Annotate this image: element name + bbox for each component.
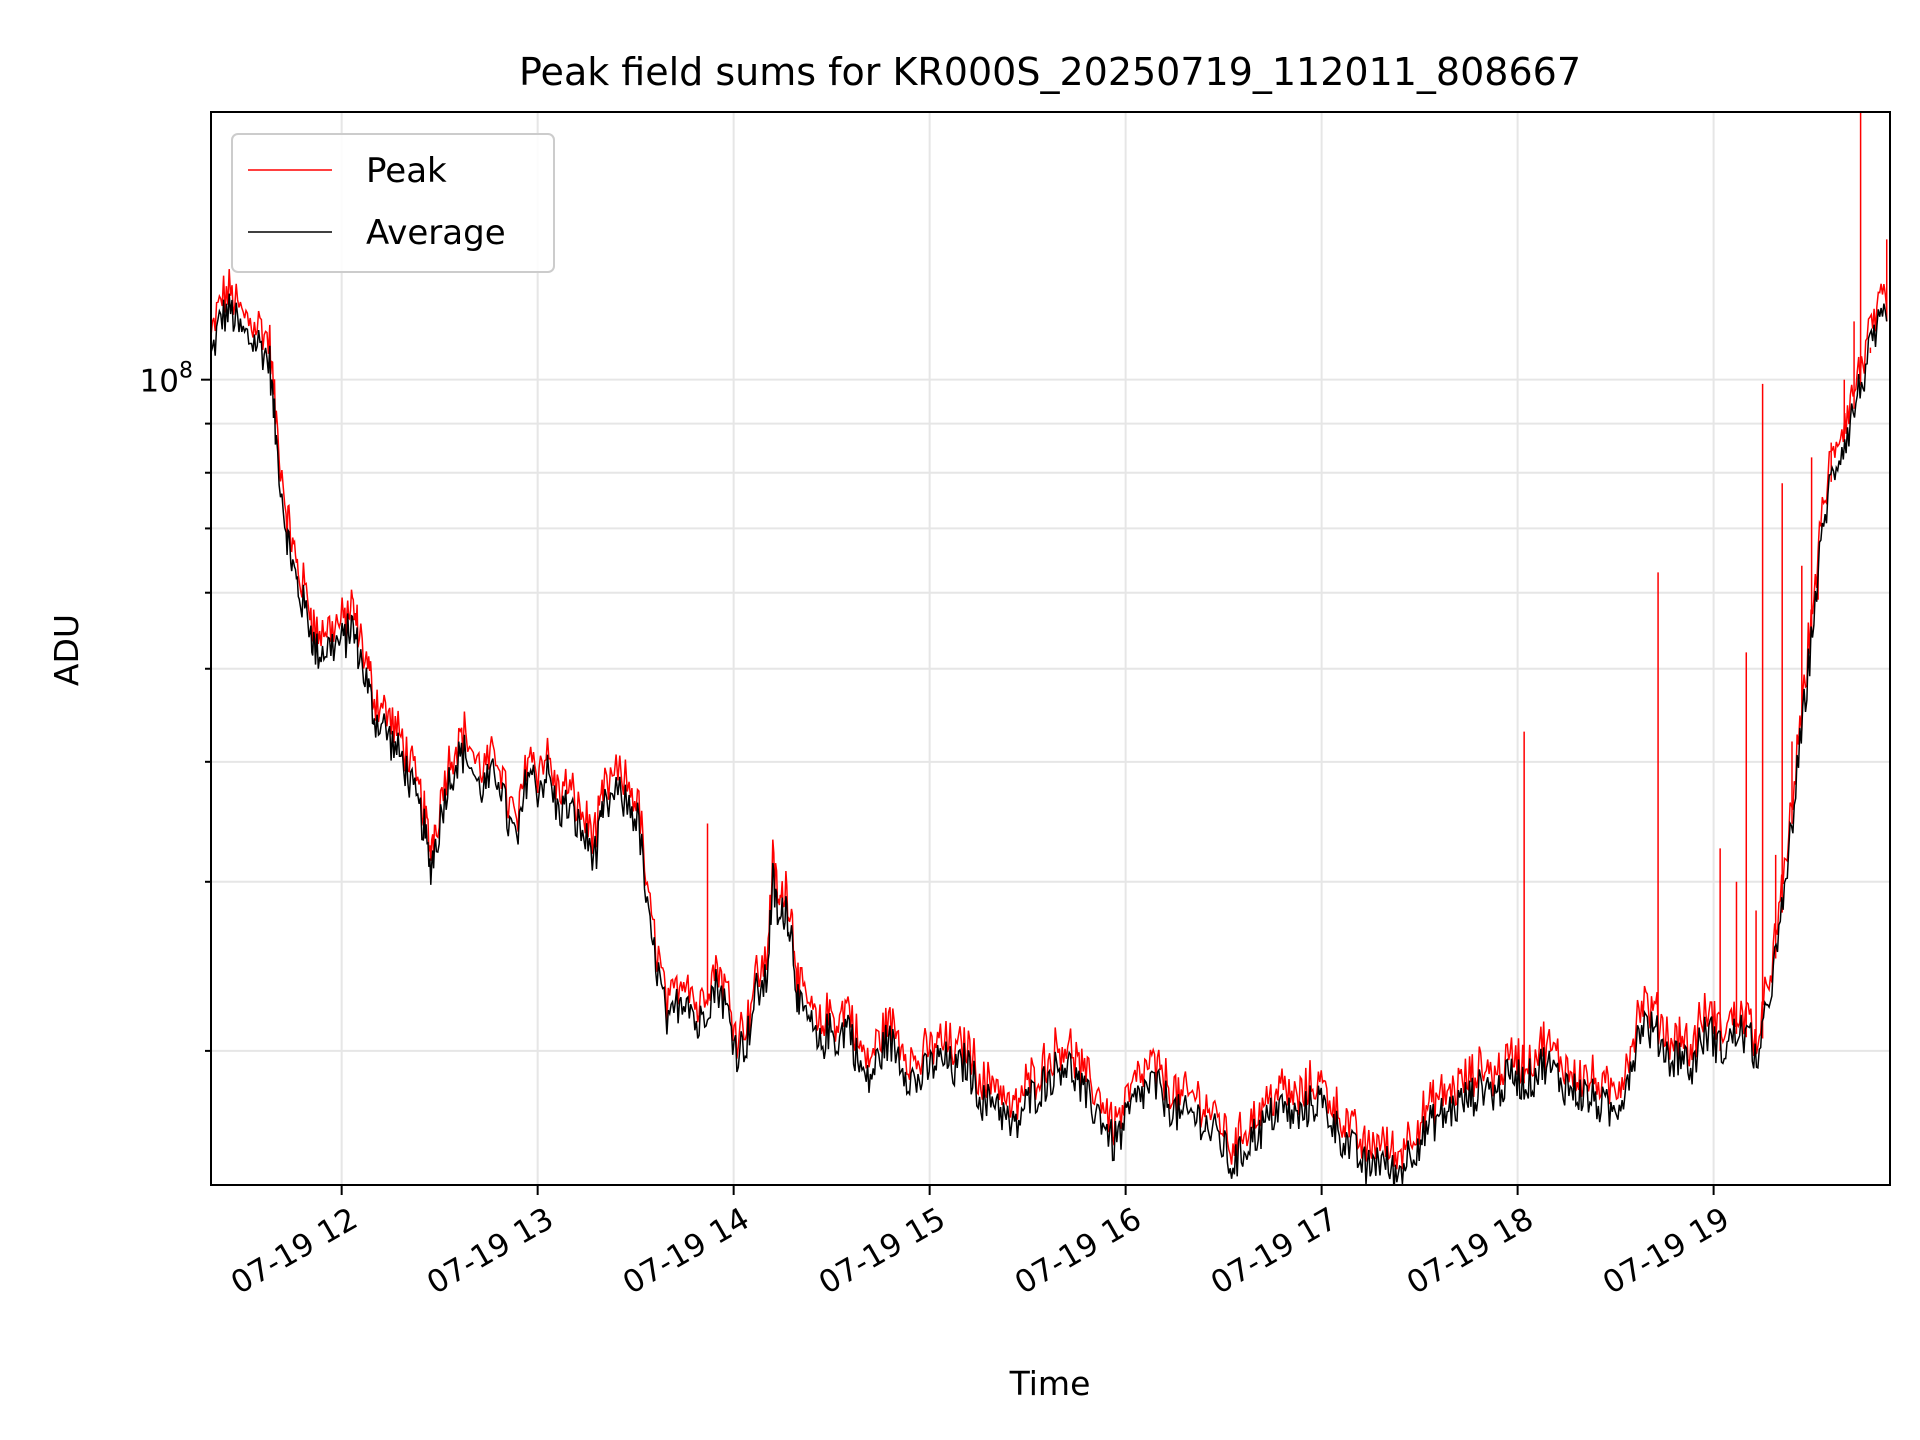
x-axis: 07-19 12 07-19 13 07-19 14 07-19 15 07-19 16…: [225, 1185, 1736, 1302]
x-tick-label: 07-19 12: [225, 1201, 364, 1302]
legend-label-peak: Peak: [366, 151, 447, 191]
x-axis-label: Time: [1009, 1364, 1091, 1403]
x-tick-label: 07-19 13: [421, 1201, 560, 1302]
plot-frame: [210, 111, 1891, 1186]
grid: [211, 112, 1890, 1185]
y-axis: 108: [140, 359, 211, 1052]
x-tick-label: 07-19 14: [617, 1201, 756, 1302]
x-tick-label: 07-19 16: [1009, 1201, 1148, 1302]
y-tick-label: 108: [140, 359, 193, 400]
x-tick-label: 07-19 19: [1597, 1201, 1736, 1302]
y-tick-base: 10: [140, 364, 179, 400]
x-tick-label: 07-19 15: [813, 1201, 952, 1302]
legend-label-average: Average: [366, 213, 506, 253]
x-tick-label: 07-19 17: [1205, 1201, 1344, 1302]
series-line-average: [211, 293, 1888, 1185]
legend-box: [231, 133, 555, 273]
y-tick-exponent: 8: [179, 359, 193, 384]
plot-area: [211, 112, 1888, 1185]
series-line-peak: [211, 269, 1888, 1170]
legend: Peak Average: [231, 133, 555, 273]
x-tick-label: 07-19 18: [1401, 1201, 1540, 1302]
y-axis-label: ADU: [47, 614, 86, 686]
chart-title: Peak field sums for KR000S_20250719_1120…: [519, 50, 1581, 94]
